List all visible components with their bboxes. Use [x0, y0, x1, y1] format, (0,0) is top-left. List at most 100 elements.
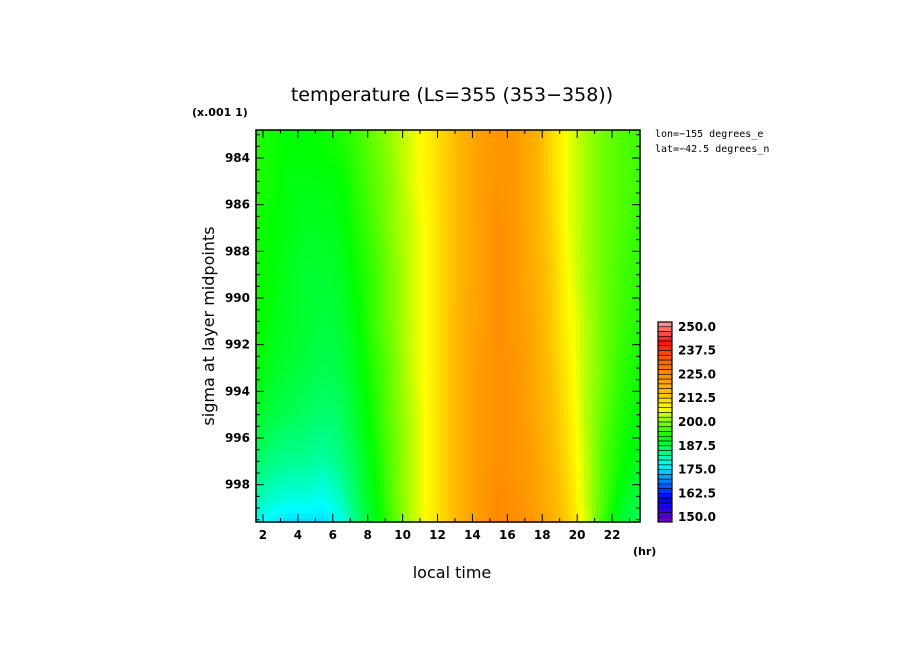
field-cell: [308, 330, 313, 335]
field-cell: [516, 150, 521, 155]
field-cell: [608, 130, 613, 135]
field-cell: [412, 130, 417, 135]
field-cell: [520, 274, 525, 279]
field-cell: [532, 214, 537, 219]
field-cell: [580, 266, 585, 271]
field-cell: [496, 302, 501, 307]
field-cell: [544, 290, 549, 295]
field-cell: [608, 146, 613, 151]
field-cell: [536, 298, 541, 303]
field-cell: [268, 234, 273, 239]
field-cell: [420, 178, 425, 183]
field-cell: [496, 238, 501, 243]
field-cell: [600, 182, 605, 187]
field-cell: [360, 210, 365, 215]
field-cell: [432, 206, 437, 211]
field-cell: [592, 306, 597, 311]
field-cell: [552, 222, 557, 227]
field-cell: [536, 162, 541, 167]
field-cell: [576, 190, 581, 195]
field-cell: [424, 174, 429, 179]
field-cell: [260, 150, 265, 155]
field-cell: [352, 158, 357, 163]
field-cell: [532, 258, 537, 263]
field-cell: [268, 294, 273, 299]
field-cell: [404, 222, 409, 227]
field-cell: [588, 138, 593, 143]
field-cell: [380, 254, 385, 259]
field-cell: [516, 230, 521, 235]
field-cell: [364, 294, 369, 299]
field-cell: [388, 242, 393, 247]
field-cell: [464, 246, 469, 251]
field-cell: [596, 182, 601, 187]
field-cell: [448, 206, 453, 211]
field-cell: [420, 254, 425, 259]
field-cell: [496, 322, 501, 327]
field-cell: [292, 154, 297, 159]
field-cell: [328, 274, 333, 279]
field-cell: [392, 302, 397, 307]
field-cell: [500, 198, 505, 203]
field-cell: [572, 310, 577, 315]
field-cell: [500, 138, 505, 143]
field-cell: [328, 314, 333, 319]
field-cell: [552, 334, 557, 339]
field-cell: [376, 258, 381, 263]
field-cell: [268, 222, 273, 227]
field-cell: [632, 234, 637, 239]
field-cell: [420, 306, 425, 311]
field-cell: [624, 298, 629, 303]
field-cell: [500, 270, 505, 275]
field-cell: [588, 198, 593, 203]
field-cell: [280, 270, 285, 275]
field-cell: [564, 270, 569, 275]
field-cell: [280, 334, 285, 339]
field-cell: [504, 202, 509, 207]
field-cell: [520, 182, 525, 187]
field-cell: [444, 278, 449, 283]
field-cell: [376, 230, 381, 235]
field-cell: [480, 226, 485, 231]
field-cell: [472, 306, 477, 311]
field-cell: [624, 254, 629, 259]
field-cell: [388, 154, 393, 159]
field-cell: [276, 322, 281, 327]
field-cell: [308, 230, 313, 235]
field-cell: [636, 298, 641, 303]
field-cell: [392, 330, 397, 335]
field-cell: [528, 182, 533, 187]
field-cell: [360, 178, 365, 183]
field-cell: [396, 170, 401, 175]
field-cell: [300, 150, 305, 155]
field-cell: [588, 282, 593, 287]
field-cell: [384, 222, 389, 227]
field-cell: [628, 330, 633, 335]
field-cell: [596, 186, 601, 191]
field-cell: [560, 154, 565, 159]
field-cell: [476, 230, 481, 235]
field-cell: [492, 194, 497, 199]
field-cell: [356, 178, 361, 183]
field-cell: [636, 250, 641, 255]
field-cell: [396, 134, 401, 139]
field-cell: [632, 206, 637, 211]
field-cell: [512, 258, 517, 263]
field-cell: [596, 310, 601, 315]
field-cell: [564, 182, 569, 187]
field-cell: [424, 162, 429, 167]
field-cell: [368, 210, 373, 215]
field-cell: [516, 166, 521, 171]
field-cell: [512, 226, 517, 231]
field-cell: [548, 294, 553, 299]
field-cell: [436, 138, 441, 143]
field-cell: [400, 198, 405, 203]
field-cell: [364, 202, 369, 207]
field-cell: [440, 282, 445, 287]
field-cell: [484, 266, 489, 271]
field-cell: [376, 210, 381, 215]
field-cell: [456, 242, 461, 247]
field-cell: [344, 290, 349, 295]
field-cell: [500, 310, 505, 315]
field-cell: [356, 154, 361, 159]
